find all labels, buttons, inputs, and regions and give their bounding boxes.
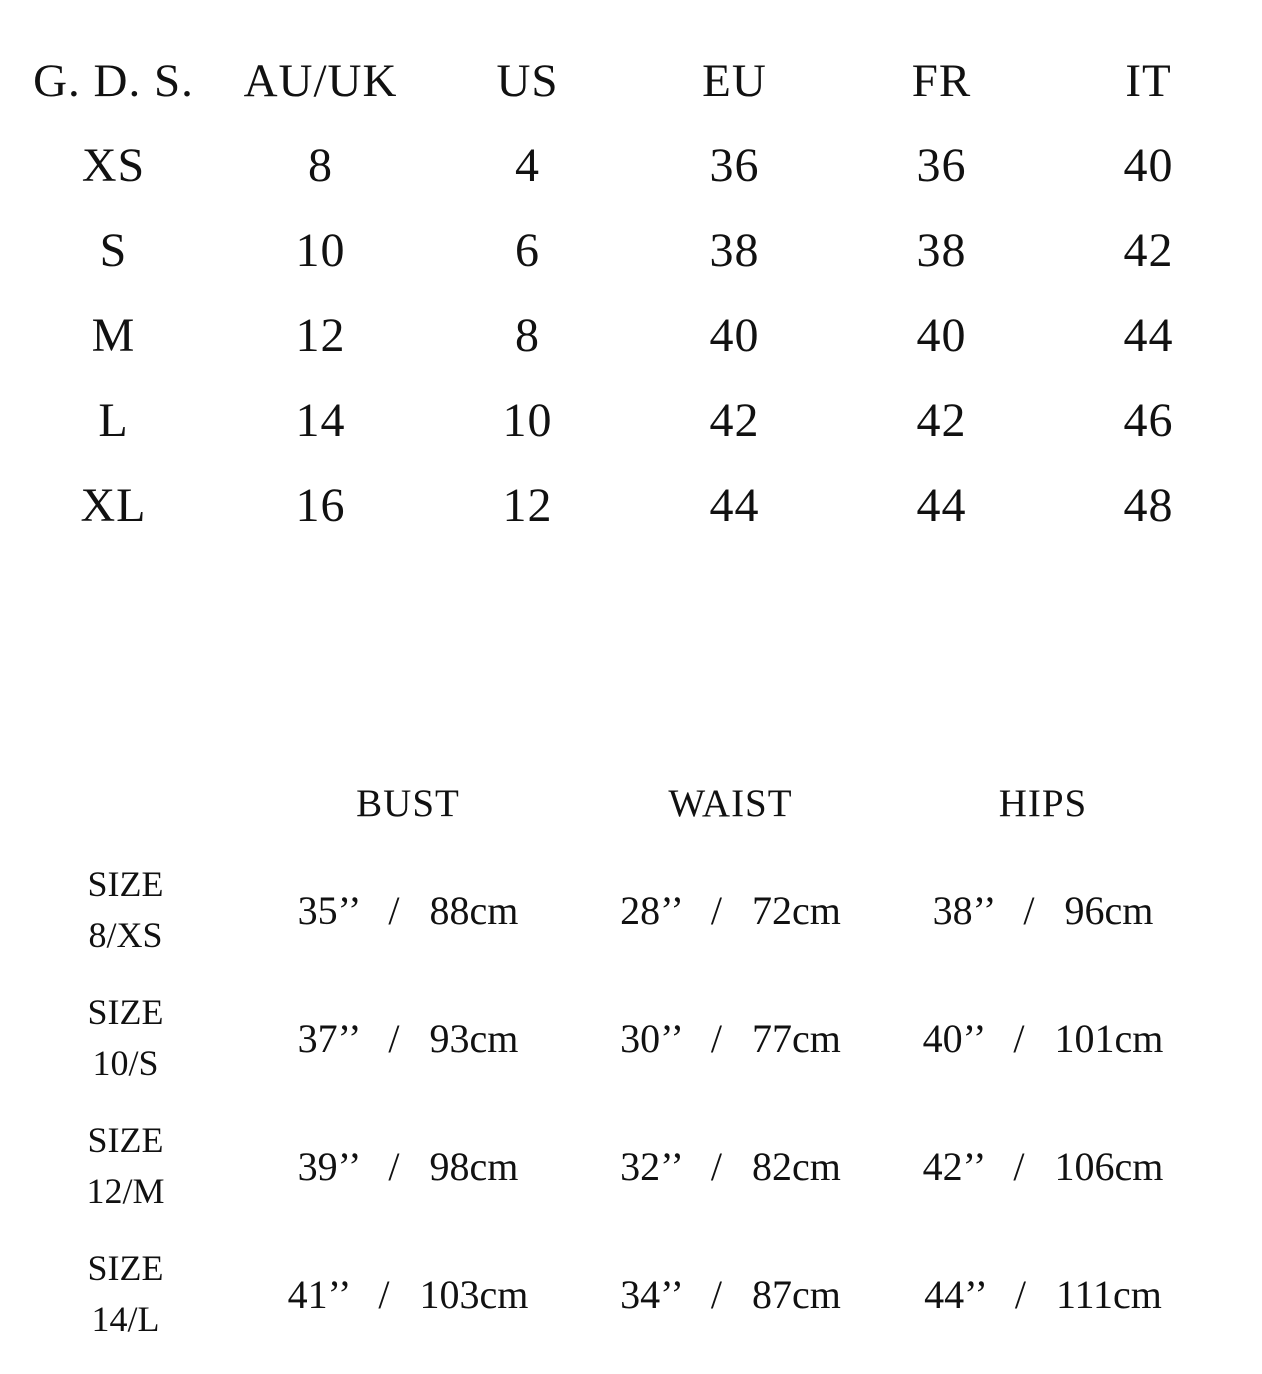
conversion-cell: XS (81, 139, 146, 192)
size-label-line2: 12/M (86, 1171, 165, 1211)
measurement-cell-hips: 42’’ / 106cm (922, 1143, 1164, 1189)
measurement-cell-waist: 34’’ / 87cm (620, 1271, 841, 1317)
conversion-header-fr: FR (911, 54, 972, 107)
conversion-cell: 40 (916, 309, 967, 362)
measurement-header-hips: HIPS (998, 781, 1088, 825)
size-label-line2: 14/L (91, 1299, 160, 1339)
conversion-header-it: IT (1125, 54, 1172, 107)
measurement-cell-hips: 40’’ / 101cm (922, 1015, 1164, 1061)
conversion-cell: 10 (295, 224, 346, 277)
size-conversion-table: G. D. S. AU/UK US EU FR IT XS 8 4 36 36 … (10, 0, 1252, 548)
conversion-cell: 16 (295, 479, 346, 532)
conversion-cell: 40 (709, 309, 760, 362)
measurement-cell-hips: 38’’ / 96cm (932, 887, 1154, 933)
measurement-cell-bust: 39’’ / 98cm (297, 1143, 519, 1189)
conversion-header-gds: G. D. S. (33, 54, 194, 107)
size-label-line1: SIZE (87, 1247, 164, 1288)
conversion-cell: 4 (515, 139, 540, 192)
conversion-cell: 42 (1123, 224, 1174, 277)
conversion-header-us: US (496, 54, 559, 107)
conversion-cell: 14 (295, 394, 346, 447)
size-label-line2: 10/S (92, 1043, 159, 1083)
measurement-header-bust: BUST (356, 781, 460, 825)
conversion-cell: M (91, 309, 136, 362)
conversion-cell: XL (80, 479, 147, 532)
conversion-cell: 40 (1123, 139, 1174, 192)
measurement-cell-bust: 41’’ / 103cm (287, 1271, 529, 1317)
conversion-cell: 36 (916, 139, 967, 192)
measurement-cell-waist: 32’’ / 82cm (620, 1143, 841, 1189)
conversion-cell: 8 (308, 139, 333, 192)
measurement-cell-bust: 35’’ / 88cm (297, 887, 519, 933)
measurement-cell-waist: 30’’ / 77cm (620, 1015, 841, 1061)
measurement-table: BUST WAIST HIPS SIZE 8/XS 35’’ / 88cm 28… (8, 760, 1262, 1358)
conversion-header-eu: EU (702, 54, 767, 107)
conversion-cell: 42 (709, 394, 760, 447)
size-label-line2: 8/XS (88, 915, 163, 955)
size-label-line1: SIZE (87, 991, 164, 1032)
size-label: SIZE 8/XS (8, 846, 243, 974)
conversion-cell: 38 (709, 224, 760, 277)
size-label: SIZE 14/L (8, 1230, 243, 1358)
conversion-cell: 48 (1123, 479, 1174, 532)
measurement-header-spacer (8, 760, 243, 846)
conversion-cell: 44 (709, 479, 760, 532)
conversion-cell: 10 (502, 394, 553, 447)
conversion-cell: 36 (709, 139, 760, 192)
conversion-cell: 8 (515, 309, 540, 362)
size-label-line1: SIZE (87, 1119, 164, 1160)
conversion-cell: 38 (916, 224, 967, 277)
measurement-cell-bust: 37’’ / 93cm (297, 1015, 519, 1061)
measurement-cell-waist: 28’’ / 72cm (620, 887, 841, 933)
size-label: SIZE 10/S (8, 974, 243, 1102)
conversion-cell: 46 (1123, 394, 1174, 447)
size-label-line1: SIZE (87, 863, 164, 904)
measurement-header-waist: WAIST (668, 781, 793, 825)
conversion-header-auuk: AU/UK (243, 54, 398, 107)
measurement-cell-hips: 44’’ / 111cm (924, 1271, 1162, 1317)
conversion-cell: 44 (1123, 309, 1174, 362)
conversion-cell: L (98, 394, 129, 447)
conversion-cell: 12 (295, 309, 346, 362)
conversion-cell: 42 (916, 394, 967, 447)
conversion-cell: 12 (502, 479, 553, 532)
conversion-cell: S (99, 224, 128, 277)
conversion-cell: 44 (916, 479, 967, 532)
size-label: SIZE 12/M (8, 1102, 243, 1230)
conversion-cell: 6 (515, 224, 540, 277)
